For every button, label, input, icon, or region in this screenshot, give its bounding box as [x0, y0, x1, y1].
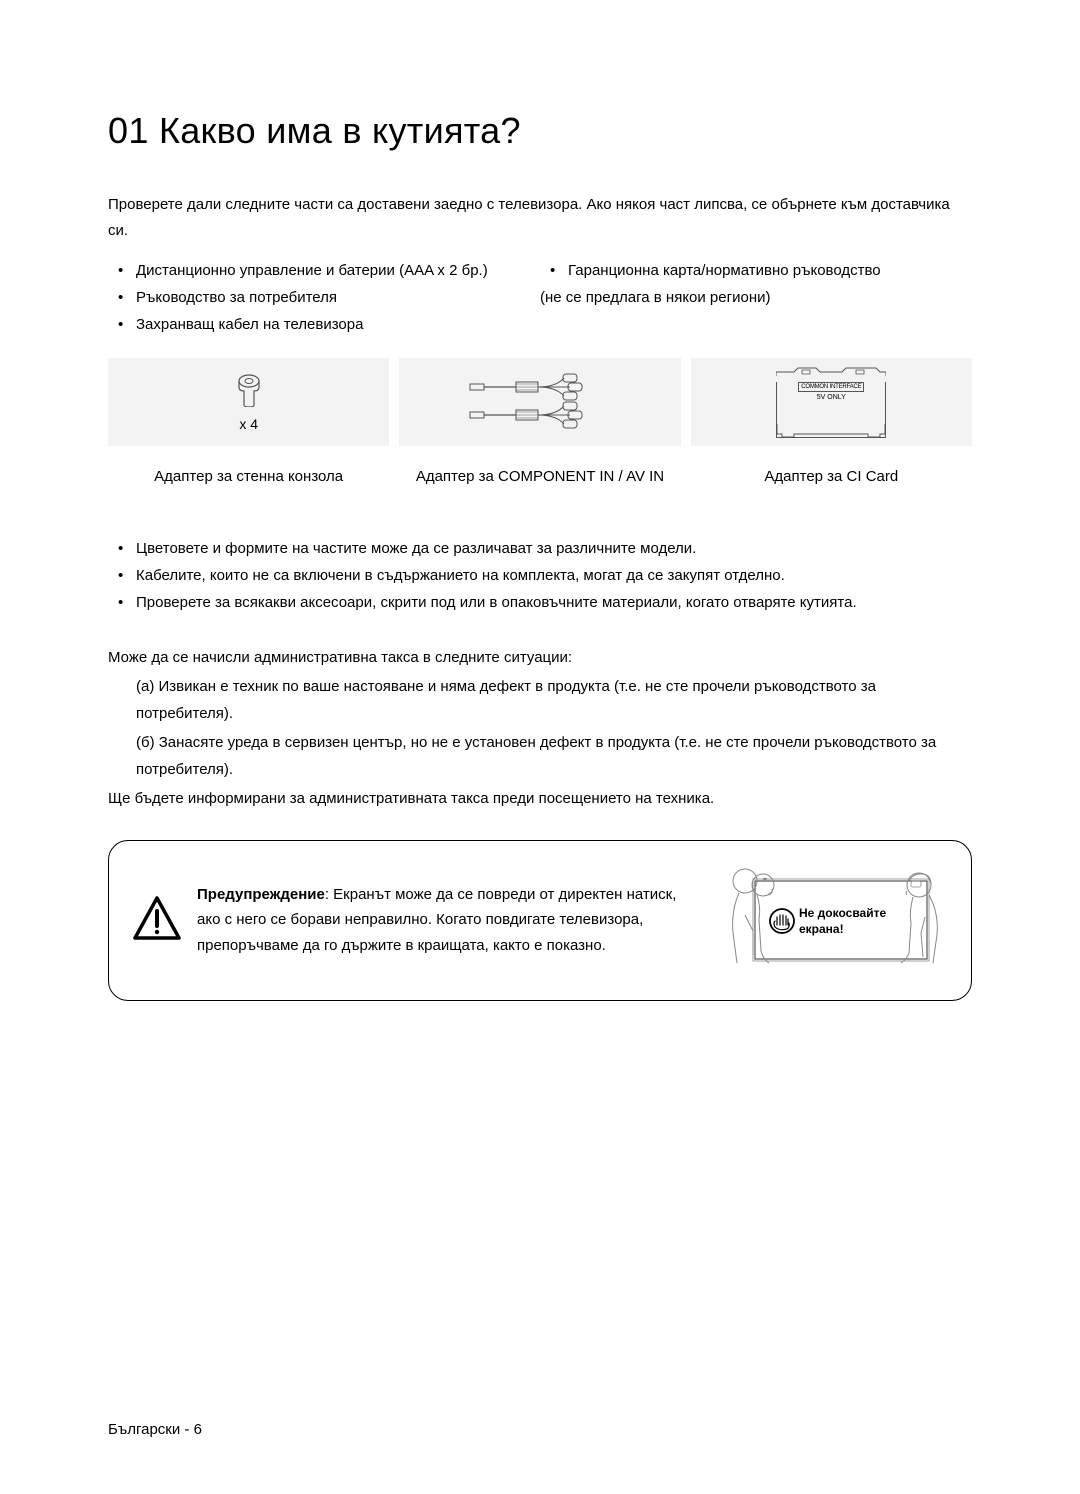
- intro-paragraph: Проверете дали следните части са доставе…: [108, 192, 972, 243]
- list-item: Проверете за всякакви аксесоари, скрити …: [136, 589, 972, 616]
- callout-line2: екрана!: [799, 922, 844, 936]
- caption-wall-adapter: Адаптер за стенна конзола: [108, 456, 389, 499]
- list-item: Цветовете и формите на частите може да с…: [136, 535, 972, 562]
- ci-label-top: COMMON INTERFACE: [798, 382, 864, 392]
- warning-triangle-icon: [133, 896, 181, 945]
- wall-adapter-icon: [236, 373, 262, 407]
- page-footer: Български - 6: [108, 1421, 202, 1438]
- notes-list: Цветовете и формите на частите може да с…: [108, 535, 972, 616]
- warning-label: Предупреждение: [197, 886, 325, 903]
- caption-ci-adapter: Адаптер за CI Card: [691, 456, 972, 499]
- product-cards-row: x 4: [108, 358, 972, 446]
- caption-component-adapter: Адаптер за COMPONENT IN / AV IN: [399, 456, 680, 499]
- ci-card-top-icon: [776, 366, 886, 376]
- product-card-ci-adapter: COMMON INTERFACE 5V ONLY: [691, 358, 972, 446]
- warning-illustration: Не докосвайте екрана!: [717, 863, 947, 978]
- list-item: Гаранционна карта/нормативно ръководство: [568, 257, 972, 284]
- ci-label-bottom: 5V ONLY: [777, 394, 885, 401]
- admin-fee-intro: Може да се начисли административна такса…: [108, 644, 972, 671]
- list-item: Кабелите, които не са включени в съдържа…: [136, 562, 972, 589]
- product-captions-row: Адаптер за стенна конзола Адаптер за COM…: [108, 456, 972, 499]
- list-item: Дистанционно управление и батерии (AAA x…: [136, 257, 540, 284]
- warning-box: Предупреждение: Екранът може да се повре…: [108, 840, 972, 1001]
- product-card-component-adapter: [399, 358, 680, 446]
- warning-text: Предупреждение: Екранът може да се повре…: [197, 882, 701, 959]
- admin-fee-b: (б) Занасяте уреда в сервизен център, но…: [108, 729, 972, 783]
- callout-line1: Не докосвайте: [799, 906, 886, 920]
- page-title: 01 Какво има в кутията?: [108, 110, 972, 152]
- admin-fee-end: Ще бъдете информирани за административна…: [108, 785, 972, 812]
- list-item-continuation: (не се предлага в някои региони): [540, 284, 972, 311]
- quantity-label: x 4: [236, 416, 262, 432]
- included-items: Дистанционно управление и батерии (AAA x…: [108, 257, 972, 338]
- component-adapter-icon: [460, 372, 620, 432]
- product-card-wall-adapter: x 4: [108, 358, 389, 446]
- admin-fee-a: (а) Извикан е техник по ваше настояване …: [108, 673, 972, 727]
- list-item: Захранващ кабел на телевизора: [136, 311, 540, 338]
- list-item: Ръководство за потребителя: [136, 284, 540, 311]
